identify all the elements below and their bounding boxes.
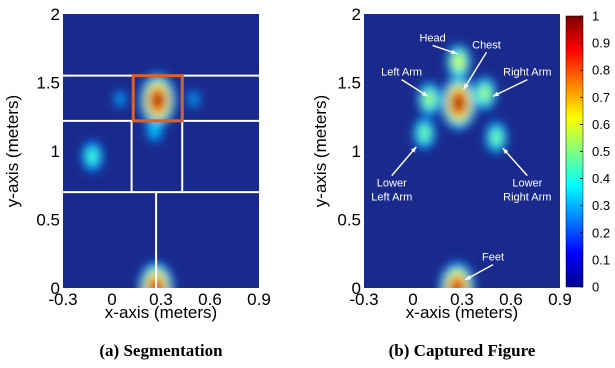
- y-tick-label: 2: [352, 5, 361, 24]
- arrowhead: [465, 275, 472, 280]
- y-axis-label: y-axis (meters): [311, 95, 330, 207]
- blob-level: [453, 95, 464, 111]
- arrowhead: [463, 83, 469, 90]
- x-tick-label: 0: [408, 290, 417, 309]
- arrowhead: [421, 91, 428, 97]
- colorbar-tick-label: 0.1: [592, 252, 610, 267]
- blob-level: [150, 124, 159, 137]
- colorbar: 0 0.1 0.2 0.3 0.4 0.5 0.6 0.7 0.8 0.9 1: [565, 9, 610, 295]
- annotation-arrow: [492, 79, 528, 97]
- x-tick-label: 0.3: [450, 290, 474, 309]
- colorbar-tick-label: 0.5: [592, 144, 610, 159]
- annotation-label: Right Arm: [503, 67, 551, 79]
- blob-level: [189, 93, 198, 105]
- y-tick-label: 0: [51, 279, 60, 298]
- colorbar-tick-label: 0.6: [592, 117, 610, 132]
- panel-segmentation: -0.3 0 0.3 0.6 0.9 00.511.52 x-axis (meters)…: [3, 5, 271, 360]
- x-tick-label: 0: [107, 290, 116, 309]
- colorbar-tick-label: 0.4: [592, 171, 610, 186]
- annotation-label: Left Arm: [381, 67, 422, 79]
- x-tick-label: -0.3: [349, 290, 378, 309]
- blob-level: [88, 150, 97, 163]
- heat-blob: [82, 140, 103, 173]
- annotation-label: Right Arm: [503, 191, 551, 203]
- y-tick-label: 1: [352, 142, 361, 161]
- heatmap-blobs: [413, 44, 508, 288]
- colorbar-tick-label: 1: [592, 9, 599, 24]
- heat-blob: [440, 76, 477, 131]
- heat-blob: [139, 73, 176, 128]
- colorbar-tick-label: 0.3: [592, 198, 610, 213]
- heat-blob: [447, 44, 471, 80]
- annotation-label: Lower: [377, 178, 407, 190]
- arrowhead: [451, 49, 458, 55]
- colorbar-tick-label: 0.8: [592, 63, 610, 78]
- y-tick-label: 0.5: [36, 211, 60, 230]
- x-tick-label: 0.9: [548, 290, 572, 309]
- y-tick-label: 2: [51, 5, 60, 24]
- x-tick-label: 0.6: [198, 290, 222, 309]
- colorbar-tick-labels: 0 0.1 0.2 0.3 0.4 0.5 0.6 0.7 0.8 0.9 1: [580, 9, 610, 295]
- arrowhead: [502, 148, 509, 154]
- panel-caption: (b) Captured Figure: [389, 341, 536, 360]
- y-tick-label: 1: [51, 142, 60, 161]
- heat-blob: [413, 116, 436, 150]
- heat-blob: [439, 261, 475, 288]
- y-tick-label: 1.5: [36, 74, 60, 93]
- blob-level: [452, 280, 463, 288]
- x-tick-label: 0.9: [247, 290, 271, 309]
- blob-level: [116, 93, 124, 105]
- y-tick-label: 0.5: [337, 211, 361, 230]
- blob-level: [480, 87, 490, 100]
- blob-level: [152, 92, 163, 109]
- x-axis-label: x-axis (meters): [406, 303, 518, 322]
- annotation-label: Feet: [482, 252, 504, 264]
- annotation-label: Chest: [472, 39, 501, 51]
- colorbar-tick-label: 0.9: [592, 36, 610, 51]
- heat-blob: [188, 90, 200, 108]
- x-tick-label: 0.6: [499, 290, 523, 309]
- x-tick-label: -0.3: [48, 290, 77, 309]
- x-axis-label: x-axis (meters): [105, 303, 217, 322]
- y-axis-label: y-axis (meters): [3, 95, 22, 207]
- x-tick-label: 0.3: [149, 290, 173, 309]
- annotation-arrow: [391, 146, 417, 177]
- annotation-arrow: [502, 147, 528, 177]
- blob-level: [454, 55, 464, 69]
- annotation-arrow: [463, 51, 488, 90]
- heatmap-blobs: [82, 73, 200, 288]
- arrowhead: [410, 146, 417, 153]
- y-tick-label: 1.5: [337, 74, 361, 93]
- y-tick-labels: 0 0.5 1 1.5 2: [337, 5, 361, 298]
- heat-blob: [114, 90, 126, 108]
- blob-level: [420, 126, 429, 140]
- y-tick-labels: 0 0.5 1 1.5 2: [36, 5, 60, 298]
- blob-level: [492, 131, 501, 144]
- x-tick-labels: -0.3 0 0.3 0.6 0.9: [48, 290, 270, 309]
- colorbar-tick-label: 0.2: [592, 225, 610, 240]
- annotation-label: Left Arm: [371, 191, 412, 203]
- colorbar-tick-label: 0: [592, 280, 599, 295]
- y-tick-label: 0: [352, 279, 361, 298]
- heat-blob: [418, 82, 441, 116]
- annotation-label: Lower: [512, 178, 542, 190]
- colorbar-tick-label: 0.7: [592, 90, 610, 105]
- heat-blob: [485, 121, 508, 154]
- highlight-box: [131, 74, 184, 123]
- x-tick-labels: -0.3 0 0.3 0.6 0.9: [349, 290, 571, 309]
- heat-blob: [146, 118, 163, 142]
- panel-caption: (a) Segmentation: [99, 341, 223, 360]
- annotation-label: Head: [419, 32, 445, 44]
- heat-blob: [473, 76, 497, 111]
- arrowhead: [493, 91, 500, 97]
